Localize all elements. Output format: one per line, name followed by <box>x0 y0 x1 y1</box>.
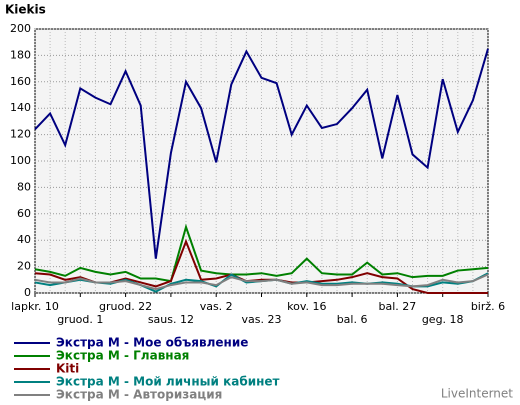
series-line <box>34 223 489 283</box>
y-tick-label: 60 <box>17 207 31 220</box>
x-tick-label: vas. 23 <box>242 313 282 326</box>
y-tick-label: 40 <box>17 233 31 246</box>
series-line <box>34 273 489 291</box>
chart-title: Kiekis <box>5 3 46 17</box>
y-tick-label: 160 <box>10 75 31 88</box>
x-tick-label: vas. 2 <box>200 300 233 313</box>
x-tick-label: gruod. 22 <box>99 300 152 313</box>
source: LiveInternet <box>441 387 513 401</box>
x-tick-label: gruod. 1 <box>57 313 103 326</box>
y-tick-label: 140 <box>10 101 31 114</box>
y-tick-label: 120 <box>10 128 31 141</box>
y-tick-label: 200 <box>10 22 31 35</box>
y-tick-label: 0 <box>24 286 31 299</box>
legend-label: Kiti <box>56 362 79 376</box>
x-tick-label: bal. 27 <box>379 300 417 313</box>
legend-label: Экстра М - Мое объявление <box>56 336 248 350</box>
y-tick-label: 80 <box>17 180 31 193</box>
series-line <box>34 48 489 259</box>
x-tick-label: kov. 16 <box>287 300 326 313</box>
y-tick-label: 20 <box>17 260 31 273</box>
legend-label: Экстра М - Главная <box>56 349 189 363</box>
x-tick-label: geg. 18 <box>422 313 464 326</box>
x-tick-label: lapkr. 10 <box>11 300 59 313</box>
x-tick-label: saus. 12 <box>148 313 194 326</box>
legend-label: Экстра М - Авторизация <box>56 388 222 402</box>
x-tick-label: bal. 6 <box>337 313 368 326</box>
y-tick-label: 180 <box>10 48 31 61</box>
x-tick-label: birž. 6 <box>471 300 505 313</box>
y-tick-label: 100 <box>10 154 31 167</box>
legend-label: Экстра М - Мой личный кабинет <box>56 375 280 389</box>
